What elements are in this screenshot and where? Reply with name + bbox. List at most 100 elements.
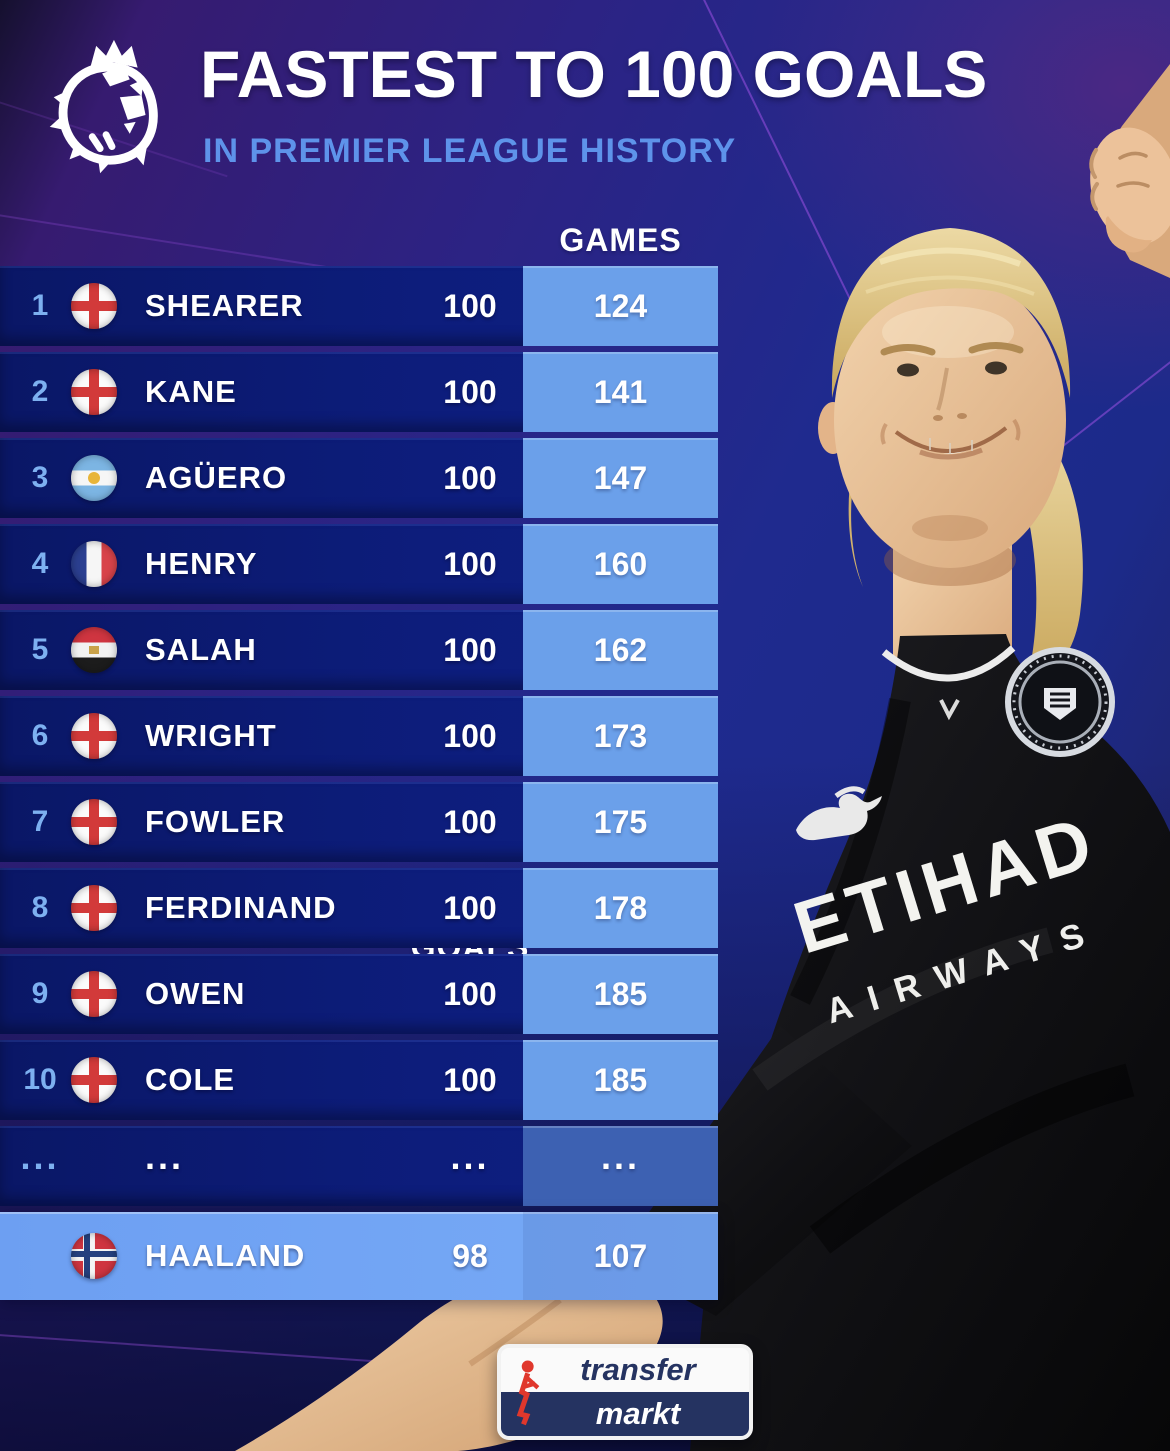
player-name: FERDINAND (145, 890, 337, 925)
player-name: OWEN (145, 976, 246, 1011)
goals-value: 100 (443, 631, 497, 668)
rank-label: 3 (31, 461, 49, 494)
player-name: HAALAND (145, 1238, 306, 1273)
jersey-sponsor-line1: ETIHAD (785, 799, 1107, 969)
table-row: 6 WRIGHT 100 173 (0, 696, 718, 776)
norway-flag-icon (71, 1233, 117, 1279)
games-value: 185 (593, 1061, 648, 1098)
rank-label: 6 (31, 719, 49, 752)
player-name: KANE (145, 374, 237, 409)
goals-value: 100 (443, 545, 497, 582)
games-value: 124 (593, 287, 648, 324)
games-value: 160 (593, 545, 648, 582)
games-value: 175 (593, 803, 648, 840)
games-value: 107 (593, 1237, 648, 1274)
rank-label: 7 (31, 805, 49, 838)
table-row: 2 KANE 100 141 (0, 352, 718, 432)
transfermarkt-wordmark-top: transfer (580, 1352, 696, 1387)
games-cell: 178 (523, 868, 718, 948)
table-row: 7 FOWLER 100 175 (0, 782, 718, 862)
rank-label: 5 (31, 633, 49, 666)
table-row: 4 HENRY 100 160 (0, 524, 718, 604)
england-flag-icon (71, 713, 117, 759)
table-row: 1 SHEARER 100 124 (0, 266, 718, 346)
games-cell: 185 (523, 954, 718, 1034)
raised-fist (1089, 64, 1170, 278)
games-value: 173 (593, 717, 648, 754)
rank-label: 2 (31, 375, 49, 408)
rank-label: 1 (31, 289, 49, 322)
background-line (934, 323, 1170, 547)
goals-value: 100 (443, 373, 497, 410)
rank-label: 4 (31, 547, 49, 580)
ranking-table: 1 SHEARER 100 124 2 KANE 100 141 3 AGÜER… (0, 266, 718, 1300)
games-value: 178 (593, 889, 648, 926)
rank-label: 10 (23, 1063, 57, 1096)
background-line (934, 545, 1146, 911)
rank-label: 9 (31, 977, 49, 1010)
games-cell: 147 (523, 438, 718, 518)
transfermarkt-player-icon (516, 1360, 540, 1426)
player-name: HENRY (145, 546, 258, 581)
england-flag-icon (71, 369, 117, 415)
goals-value: 100 (443, 459, 497, 496)
player-name: COLE (145, 1062, 236, 1097)
puma-logo-icon (796, 786, 882, 841)
player-name: WRIGHT (145, 718, 277, 753)
table-row: 10 COLE 100 185 (0, 1040, 718, 1120)
goals-value: 100 (443, 1061, 497, 1098)
games-cell: 107 (523, 1212, 718, 1300)
goals-value: 100 (443, 287, 497, 324)
rank-label: ... (20, 1136, 60, 1177)
games-value: 147 (593, 459, 648, 496)
page-title: FASTEST TO 100 GOALS (200, 37, 988, 111)
table-row: 9 OWEN 100 185 (0, 954, 718, 1034)
table-row: ... ... ... ... (0, 1126, 718, 1206)
egypt-flag-icon (71, 627, 117, 673)
games-value: 185 (593, 975, 648, 1012)
goals-value: 100 (443, 803, 497, 840)
games-cell: 124 (523, 266, 718, 346)
rank-label: 8 (31, 891, 49, 924)
column-header-games: GAMES (559, 222, 682, 258)
england-flag-icon (71, 283, 117, 329)
games-value: 141 (593, 373, 648, 410)
player-name: AGÜERO (145, 460, 288, 495)
jersey-sponsor: ETIHAD AIRWAYS (785, 799, 1107, 1031)
haaland-face (818, 228, 1071, 568)
games-cell: 141 (523, 352, 718, 432)
goals-value: 100 (443, 889, 497, 926)
games-cell: 175 (523, 782, 718, 862)
player-name: SHEARER (145, 288, 304, 323)
player-name: FOWLER (145, 804, 286, 839)
player-name: SALAH (145, 632, 257, 667)
games-cell: 160 (523, 524, 718, 604)
goals-value: ... (450, 1136, 490, 1177)
games-value: ... (600, 1136, 640, 1177)
table-row: 5 SALAH 100 162 (0, 610, 718, 690)
games-cell: 173 (523, 696, 718, 776)
games-cell: 162 (523, 610, 718, 690)
games-cell: 185 (523, 1040, 718, 1120)
games-cell: ... (523, 1126, 718, 1206)
england-flag-icon (71, 1057, 117, 1103)
england-flag-icon (71, 885, 117, 931)
goals-value: 100 (443, 975, 497, 1012)
premier-league-logo-icon (49, 39, 158, 174)
transfermarkt-wordmark-bottom: markt (595, 1396, 681, 1431)
table-row: 3 AGÜERO 100 147 (0, 438, 718, 518)
page-subtitle: IN PREMIER LEAGUE HISTORY (203, 132, 737, 170)
transfermarkt-logo: transfer markt (497, 1344, 753, 1440)
goals-value: 100 (443, 717, 497, 754)
france-flag-icon (71, 541, 117, 587)
england-flag-icon (71, 799, 117, 845)
table-row: HAALAND 98 107 (0, 1212, 718, 1300)
england-flag-icon (71, 971, 117, 1017)
player-name: ... (145, 1136, 185, 1177)
jersey-sponsor-line2: AIRWAYS (821, 910, 1105, 1031)
rank-label (12, 1212, 68, 1300)
argentina-flag-icon (71, 455, 117, 501)
games-value: 162 (593, 631, 648, 668)
table-row: 8 FERDINAND 100 178 (0, 868, 718, 948)
